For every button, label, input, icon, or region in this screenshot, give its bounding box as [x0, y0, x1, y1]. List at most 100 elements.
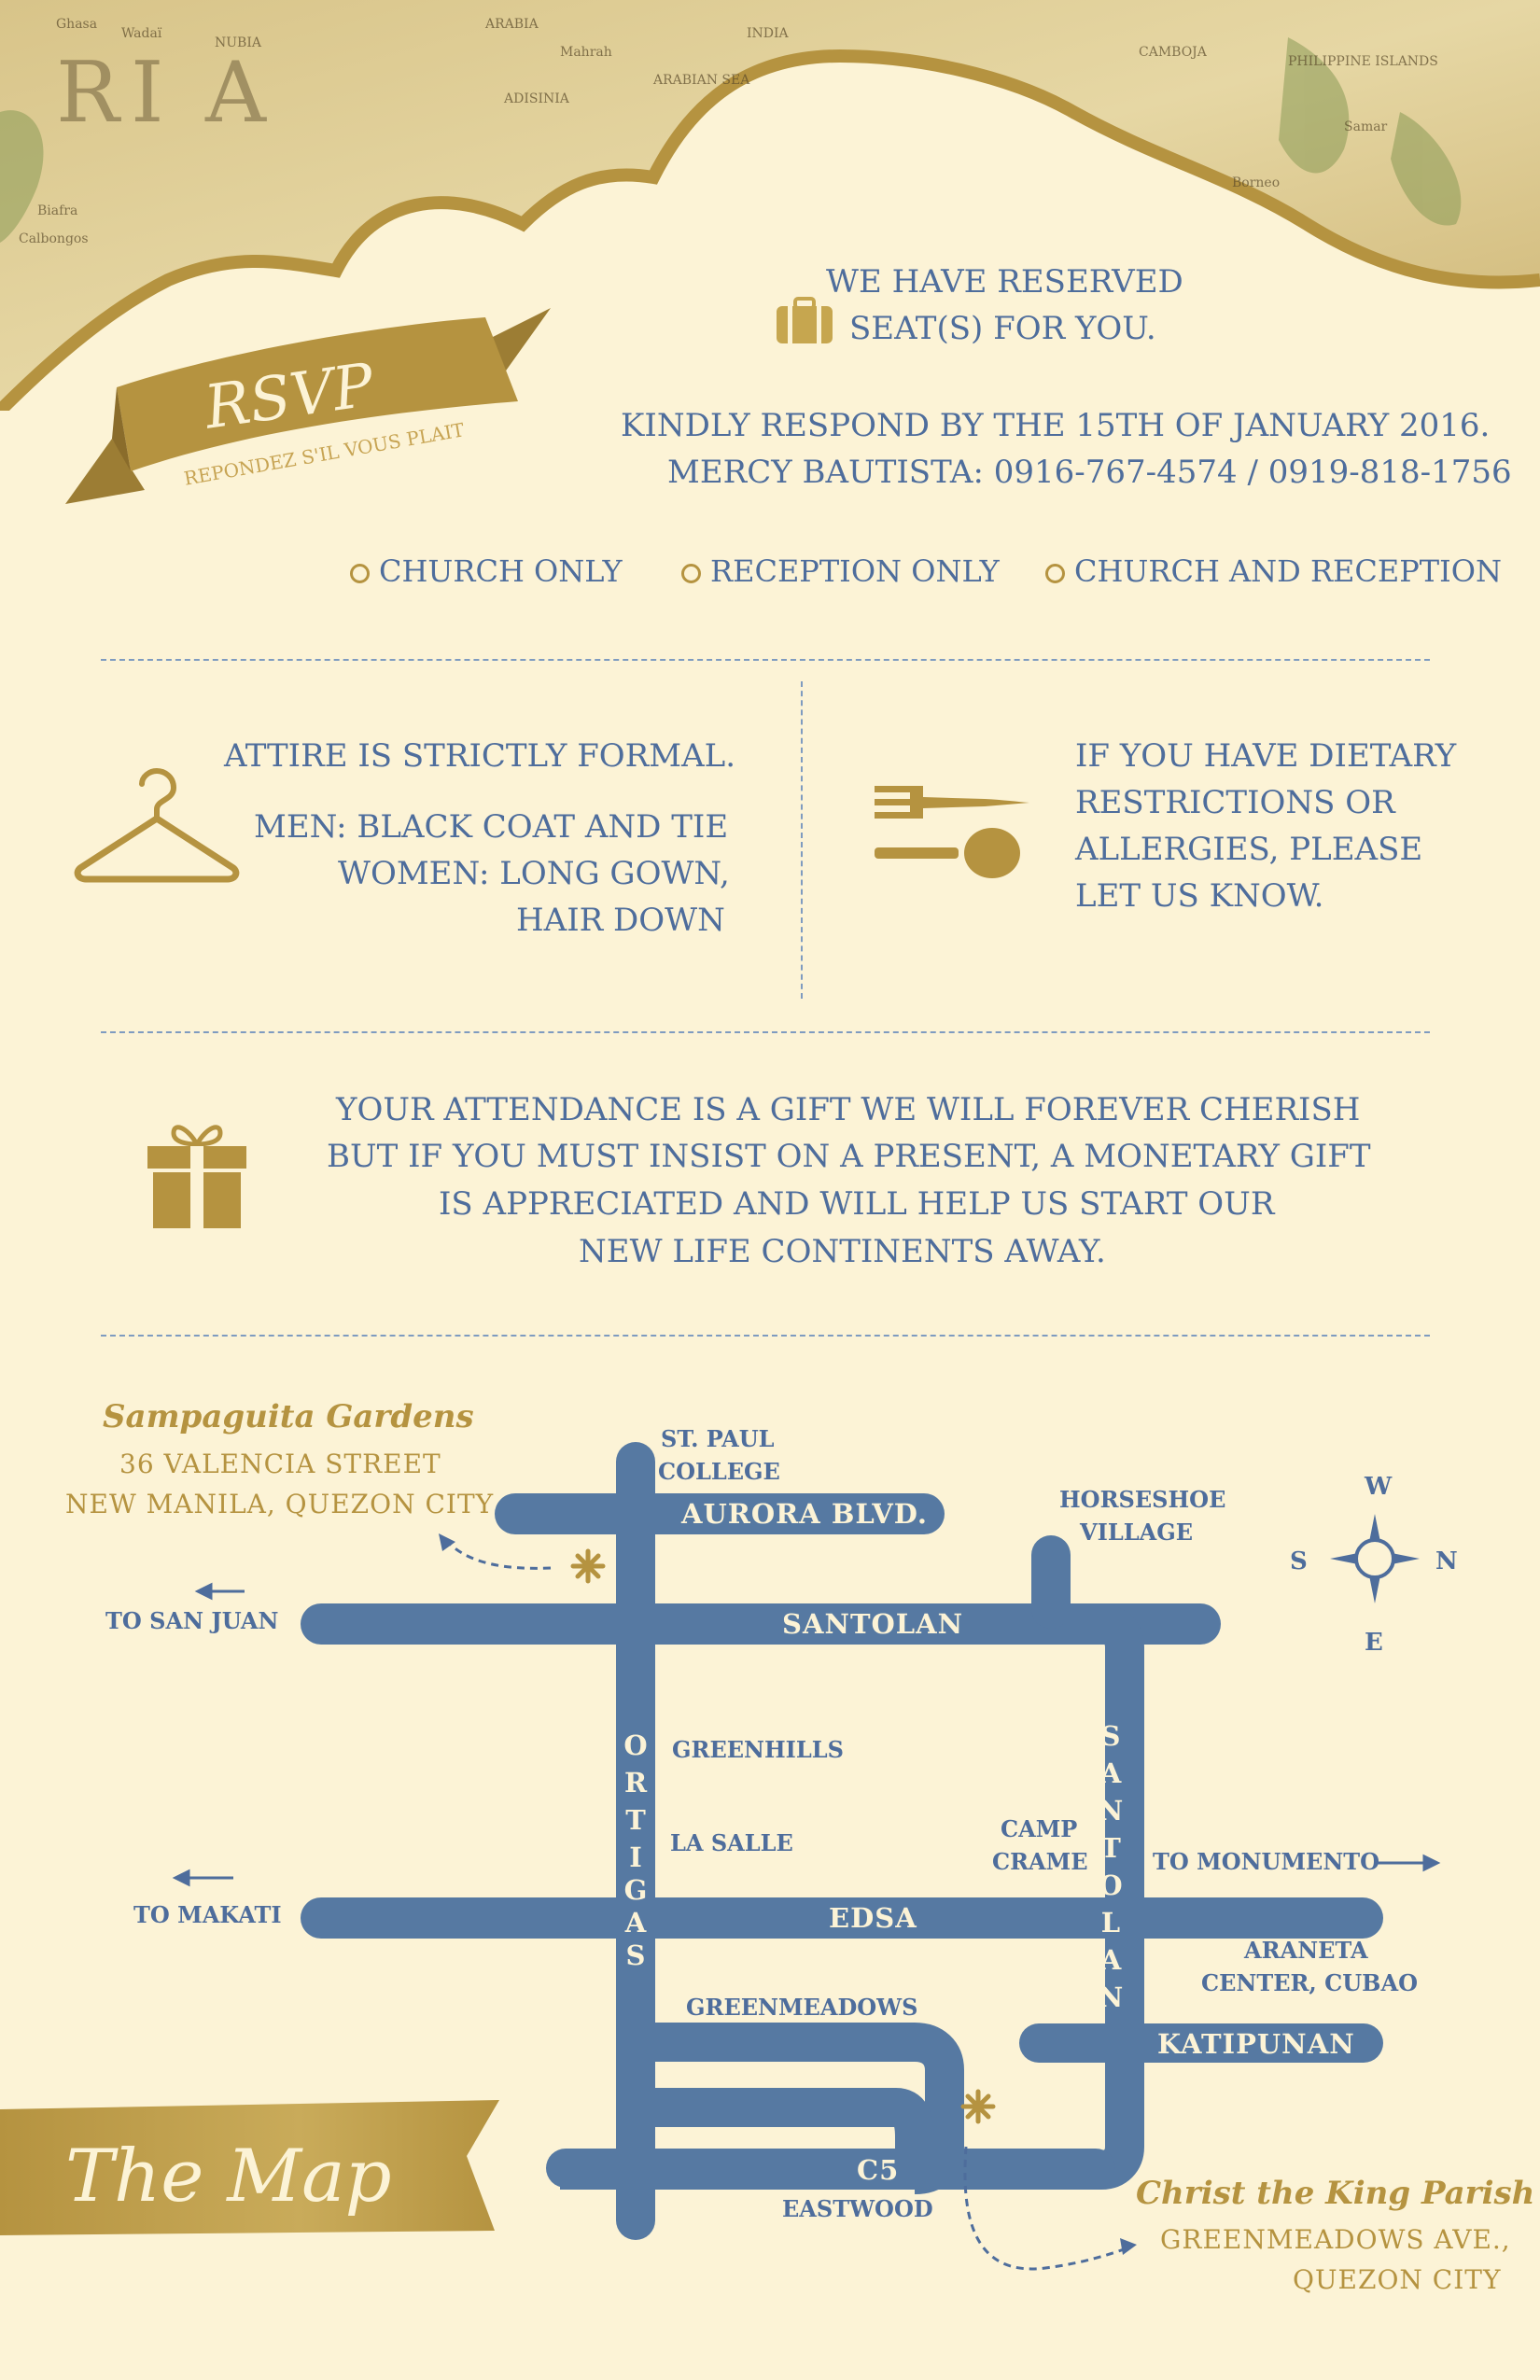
svg-text:A: A	[1099, 1757, 1122, 1789]
road-santolan-h: SANTOLAN	[782, 1608, 963, 1640]
svg-text:T: T	[625, 1804, 646, 1836]
svg-text:Calbongos: Calbongos	[19, 231, 89, 246]
compass-w: W	[1365, 1473, 1393, 1501]
svg-text:I: I	[131, 44, 164, 142]
location-map: AURORA BLVD. SANTOLAN EDSA KATIPUNAN C5 …	[172, 1442, 1441, 2271]
place-to-monumento: TO MONUMENTO	[1153, 1848, 1380, 1875]
svg-text:N: N	[1099, 1795, 1124, 1827]
star-marker-icon	[570, 1548, 606, 1584]
compass-s: S	[1290, 1547, 1308, 1575]
road-edsa: EDSA	[829, 1902, 917, 1934]
compass-icon	[1330, 1514, 1420, 1603]
star-marker-icon	[960, 2089, 996, 2124]
place-camp2: CRAME	[992, 1848, 1088, 1875]
svg-text:Ghasa: Ghasa	[56, 17, 97, 32]
road-santolan-v: SANT OLAN	[1099, 1720, 1124, 2013]
dietary-line2: RESTRICTIONS OR	[1075, 784, 1395, 821]
option-church-and-reception[interactable]: CHURCH AND RECEPTION	[1045, 553, 1502, 589]
svg-text:ADISINIA: ADISINIA	[503, 91, 570, 106]
svg-text:O: O	[1099, 1869, 1122, 1901]
divider	[101, 1335, 1430, 1337]
place-camp1: CAMP	[1001, 1815, 1078, 1842]
svg-text:R: R	[56, 44, 121, 142]
svg-text:I: I	[629, 1841, 642, 1873]
gift-line1: YOUR ATTENDANCE IS A GIFT WE WILL FOREVE…	[336, 1091, 1361, 1128]
svg-text:R: R	[624, 1767, 648, 1799]
arrow-right-icon	[1377, 1854, 1441, 1872]
attire-women1: WOMEN: LONG GOWN,	[338, 855, 730, 892]
arrow-left-icon	[172, 1869, 233, 1887]
church-addr1: GREENMEADOWS AVE.,	[1160, 2224, 1511, 2255]
place-araneta1: ARANETA	[1244, 1937, 1368, 1964]
suitcase-icon	[775, 297, 834, 345]
place-to-makati: TO MAKATI	[133, 1901, 282, 1928]
svg-text:A: A	[624, 1907, 647, 1939]
reception-name: Sampaguita Gardens	[103, 1398, 474, 1435]
svg-text:NUBIA: NUBIA	[215, 35, 262, 50]
option-label: CHURCH ONLY	[379, 553, 623, 589]
reception-addr1: 36 VALENCIA STREET	[119, 1449, 441, 1479]
compass-n: N	[1435, 1547, 1458, 1575]
svg-text:Biafra: Biafra	[37, 203, 77, 218]
svg-text:INDIA: INDIA	[747, 26, 790, 41]
svg-text:T: T	[1100, 1832, 1121, 1864]
svg-text:ARABIAN SEA: ARABIAN SEA	[652, 73, 750, 88]
svg-text:Wadaï: Wadaï	[121, 26, 162, 41]
divider	[101, 659, 1430, 661]
reception-addr2: NEW MANILA, QUEZON CITY	[65, 1489, 495, 1519]
hanger-icon	[74, 767, 240, 883]
gift-line4: NEW LIFE CONTINENTS AWAY.	[579, 1233, 1106, 1270]
svg-text:PHILIPPINE ISLANDS: PHILIPPINE ISLANDS	[1288, 54, 1438, 69]
svg-text:N: N	[1099, 1981, 1124, 2013]
svg-text:Mahrah: Mahrah	[560, 45, 612, 60]
place-stpaul2: COLLEGE	[658, 1458, 780, 1485]
svg-text:ARABIA: ARABIA	[484, 17, 539, 32]
place-greenmeadows: GREENMEADOWS	[686, 1994, 918, 2021]
option-label: RECEPTION ONLY	[710, 553, 1000, 589]
place-araneta2: CENTER, CUBAO	[1201, 1969, 1418, 1996]
attire-men: MEN: BLACK COAT AND TIE	[254, 808, 729, 846]
svg-text:A: A	[1099, 1944, 1122, 1976]
respond-line2: MERCY BAUTISTA: 0916-767-4574 / 0919-818…	[667, 454, 1512, 491]
option-label: CHURCH AND RECEPTION	[1074, 553, 1502, 589]
attire-women2: HAIR DOWN	[516, 902, 725, 939]
dietary-line1: IF YOU HAVE DIETARY	[1075, 737, 1457, 775]
respond-line1: KINDLY RESPOND BY THE 15TH OF JANUARY 20…	[621, 407, 1491, 444]
vertical-divider	[801, 681, 803, 999]
reserved-line2: SEAT(S) FOR YOU.	[849, 310, 1156, 347]
dietary-line4: LET US KNOW.	[1075, 877, 1324, 915]
option-reception-only[interactable]: RECEPTION ONLY	[681, 553, 1000, 589]
svg-text:Samar: Samar	[1344, 119, 1388, 134]
road-katipunan: KATIPUNAN	[1157, 2028, 1355, 2060]
road-aurora: AURORA BLVD.	[680, 1498, 928, 1530]
place-horseshoe1: HORSESHOE	[1059, 1486, 1226, 1513]
place-to-san-juan: TO SAN JUAN	[105, 1607, 279, 1634]
svg-text:A: A	[204, 44, 267, 142]
place-horseshoe2: VILLAGE	[1080, 1519, 1194, 1546]
gift-line3: IS APPRECIATED AND WILL HELP US START OU…	[439, 1185, 1275, 1223]
map-banner: The Map	[0, 2100, 499, 2235]
rsvp-ribbon: RSVP REPONDEZ S'IL VOUS PLAIT	[65, 308, 551, 504]
divider	[101, 1031, 1430, 1033]
place-stpaul1: ST. PAUL	[661, 1425, 775, 1452]
svg-text:S: S	[626, 1939, 646, 1971]
compass-e: E	[1365, 1629, 1383, 1657]
church-name: Christ the King Parish	[1136, 2175, 1535, 2212]
fork-spoon-icon	[875, 786, 1029, 878]
reserved-line1: WE HAVE RESERVED	[826, 263, 1183, 301]
svg-text:G: G	[624, 1874, 648, 1906]
radio-circle[interactable]	[681, 564, 701, 583]
svg-text:O: O	[623, 1729, 647, 1761]
place-eastwood: EASTWOOD	[782, 2195, 933, 2222]
arrow-left-icon	[194, 1582, 245, 1601]
place-lasalle: LA SALLE	[670, 1829, 793, 1856]
svg-text:S: S	[1101, 1720, 1121, 1752]
church-addr2: QUEZON CITY	[1293, 2264, 1502, 2295]
option-church-only[interactable]: CHURCH ONLY	[350, 553, 623, 589]
radio-circle[interactable]	[350, 564, 370, 583]
dietary-line3: ALLERGIES, PLEASE	[1075, 831, 1423, 868]
radio-circle[interactable]	[1045, 564, 1065, 583]
svg-text:Borneo: Borneo	[1232, 175, 1280, 190]
